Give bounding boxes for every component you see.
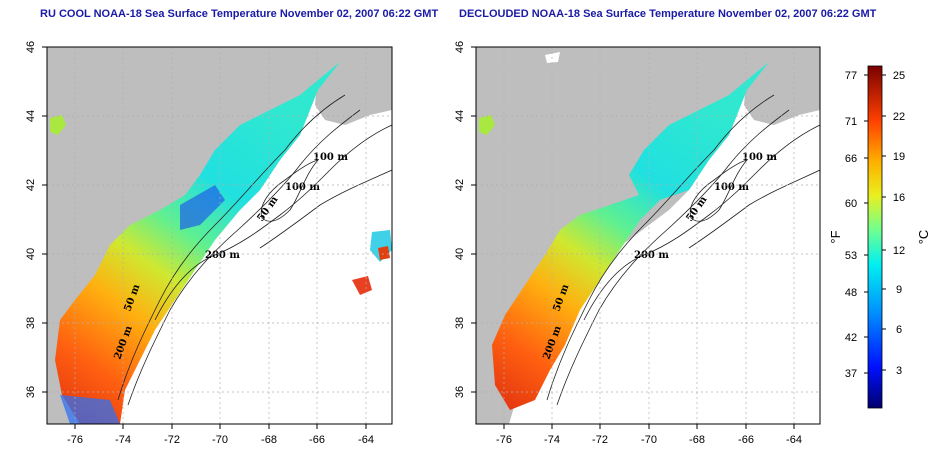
bathymetry-contours <box>546 94 820 406</box>
colorbar-f-label: 42 <box>845 332 857 344</box>
lon-tick-label: -74 <box>115 434 131 446</box>
colorbar-c-label: 16 <box>893 192 905 204</box>
colorbar-f-label: 66 <box>845 153 857 165</box>
colorbar-gradient <box>867 65 883 409</box>
panel-title-declouded: DECLOUDED NOAA-18 Sea Surface Temperatur… <box>459 8 877 20</box>
colorbar-c-label: 22 <box>893 111 905 123</box>
lon-tick-label: -68 <box>261 434 277 446</box>
colorbar-c-label: 6 <box>896 324 902 336</box>
sst-patch <box>545 52 560 63</box>
contour-label: 100 m <box>742 152 777 163</box>
lat-tick-label: 44 <box>454 110 466 122</box>
contour-label: 100 m <box>313 152 348 163</box>
colorbar-f-label: 77 <box>845 70 857 82</box>
colorbar-ticks-c <box>882 74 886 371</box>
y-axis-ticks <box>42 46 47 393</box>
colorbar-c-label: 9 <box>896 284 902 296</box>
sst-patch <box>50 115 66 135</box>
lat-tick-label: 46 <box>25 41 37 53</box>
contour-label: 200 m <box>634 250 669 261</box>
lat-tick-label: 40 <box>25 248 37 260</box>
lat-tick-label: 36 <box>454 386 466 398</box>
colorbar-c-label: 19 <box>893 151 905 163</box>
lon-tick-label: -76 <box>496 434 512 446</box>
colorbar-f-label: 60 <box>845 198 857 210</box>
x-axis-ticks <box>503 424 795 429</box>
lon-tick-label: -76 <box>67 434 83 446</box>
colorbar-f-label: 48 <box>845 287 857 299</box>
lat-tick-label: 40 <box>454 248 466 260</box>
lat-tick-label: 36 <box>25 386 37 398</box>
fahrenheit-unit-label: °F <box>828 230 843 243</box>
lon-tick-label: -68 <box>689 434 705 446</box>
lat-tick-label: 44 <box>25 110 37 122</box>
colorbar-c-label: 3 <box>896 365 902 377</box>
lon-tick-label: -70 <box>641 434 657 446</box>
map-frame <box>475 46 821 425</box>
contour-label: 100 m <box>714 182 749 193</box>
bathymetry-contours <box>117 94 392 406</box>
colorbar-f-label: 53 <box>845 250 857 262</box>
lat-tick-label: 42 <box>25 179 37 191</box>
lon-tick-label: -70 <box>212 434 228 446</box>
lat-tick-label: 42 <box>454 179 466 191</box>
lat-tick-label: 46 <box>454 41 466 53</box>
grid-lines <box>476 47 820 424</box>
colorbar-ticks-f <box>864 74 868 374</box>
y-axis-ticks <box>471 46 476 393</box>
colorbar-c-label: 12 <box>893 245 905 257</box>
colorbar-f-label: 71 <box>845 116 857 128</box>
cloud-noise <box>180 185 225 230</box>
lon-tick-label: -66 <box>309 434 325 446</box>
colorbar-c-label: 25 <box>893 70 905 82</box>
sst-patch <box>378 246 390 260</box>
celsius-unit-label: °C <box>916 230 931 245</box>
land-mass-canada <box>744 47 820 125</box>
lon-tick-label: -66 <box>738 434 754 446</box>
map-panel-raw: 100 m 100 m 50 m 200 m 50 m 200 m <box>25 41 393 446</box>
lat-tick-label: 38 <box>454 317 466 329</box>
lon-tick-label: -72 <box>592 434 608 446</box>
lon-tick-label: -72 <box>164 434 180 446</box>
panel-title-raw: RU COOL NOAA-18 Sea Surface Temperature … <box>40 8 439 20</box>
lat-tick-label: 38 <box>25 317 37 329</box>
contour-label: 100 m <box>285 182 320 193</box>
colorbar-f-label: 37 <box>845 368 857 380</box>
lon-tick-label: -64 <box>786 434 802 446</box>
sst-patch <box>479 115 495 135</box>
x-axis-ticks <box>74 424 367 429</box>
lon-tick-label: -74 <box>544 434 560 446</box>
contour-label: 200 m <box>205 250 240 261</box>
map-panel-declouded: 100 m 100 m 50 m 200 m 50 m 200 m <box>454 41 821 446</box>
land-mass-canada <box>315 47 392 125</box>
sst-patch <box>352 276 372 295</box>
lon-tick-label: -64 <box>358 434 374 446</box>
colorbar: 77 71 66 60 53 48 42 37 25 22 19 16 12 9… <box>828 65 931 409</box>
